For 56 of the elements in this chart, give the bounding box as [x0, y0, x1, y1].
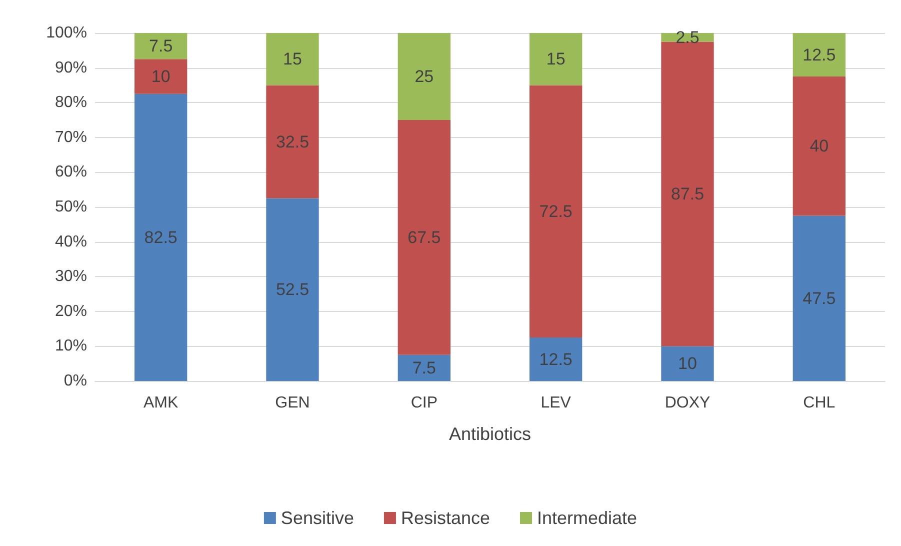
data-label: 10 — [678, 354, 697, 374]
bar — [134, 33, 188, 60]
bar — [792, 76, 846, 216]
data-label: 32.5 — [276, 132, 310, 152]
bar — [398, 354, 450, 381]
bar — [661, 42, 714, 346]
data-label: 40 — [810, 136, 829, 156]
bar — [792, 33, 846, 76]
x-axis-title: Antibiotics — [448, 424, 532, 444]
bar — [530, 33, 582, 86]
x-tick-label: AMK — [143, 394, 178, 412]
x-tick-label: CIP — [410, 394, 438, 412]
x-tick-label: DOXY — [664, 394, 710, 412]
data-label: 7.5 — [149, 36, 173, 56]
y-tick-label: 70% — [54, 128, 87, 146]
data-label: 87.5 — [670, 184, 704, 204]
data-label: 15 — [283, 50, 302, 69]
bar — [266, 198, 319, 381]
data-label: 12.5 — [539, 350, 572, 369]
x-tick-label: CHL — [803, 394, 836, 412]
bar — [398, 120, 450, 355]
y-tick-label: 0% — [64, 372, 87, 390]
data-label: 82.5 — [144, 228, 178, 247]
data-label: 25 — [414, 67, 434, 86]
y-tick-label: 10% — [54, 338, 87, 355]
legend-label: Sensitive — [280, 508, 354, 528]
y-tick-label: 100% — [46, 24, 87, 42]
bar — [530, 85, 582, 338]
data-label: 72.5 — [539, 202, 572, 221]
y-tick-label: 40% — [54, 233, 87, 250]
data-label: 10 — [151, 67, 170, 86]
data-label: 67.5 — [408, 228, 441, 247]
data-label: 15 — [546, 50, 566, 69]
bar — [398, 33, 450, 120]
y-tick-label: 30% — [54, 268, 87, 286]
bar — [792, 216, 846, 381]
bar — [661, 346, 714, 381]
legend-label: Resistance — [400, 508, 490, 528]
bar — [266, 85, 319, 198]
x-tick-label: GEN — [275, 394, 310, 412]
y-tick-label: 50% — [54, 198, 87, 216]
x-tick-label: LEV — [540, 394, 572, 412]
data-label: 2.5 — [676, 28, 700, 47]
data-label: 52.5 — [276, 280, 310, 300]
bar — [134, 94, 188, 381]
y-tick-label: 80% — [54, 94, 87, 112]
data-label: 12.5 — [802, 45, 836, 64]
data-label: 7.5 — [412, 358, 436, 378]
bar — [530, 338, 582, 381]
y-tick-label: 60% — [54, 164, 87, 181]
legend-label: Intermediate — [537, 508, 638, 528]
y-tick-label: 90% — [54, 59, 87, 76]
y-tick-label: 20% — [54, 302, 87, 320]
bar — [134, 59, 188, 94]
bar — [266, 33, 319, 86]
data-label: 47.5 — [802, 288, 836, 308]
